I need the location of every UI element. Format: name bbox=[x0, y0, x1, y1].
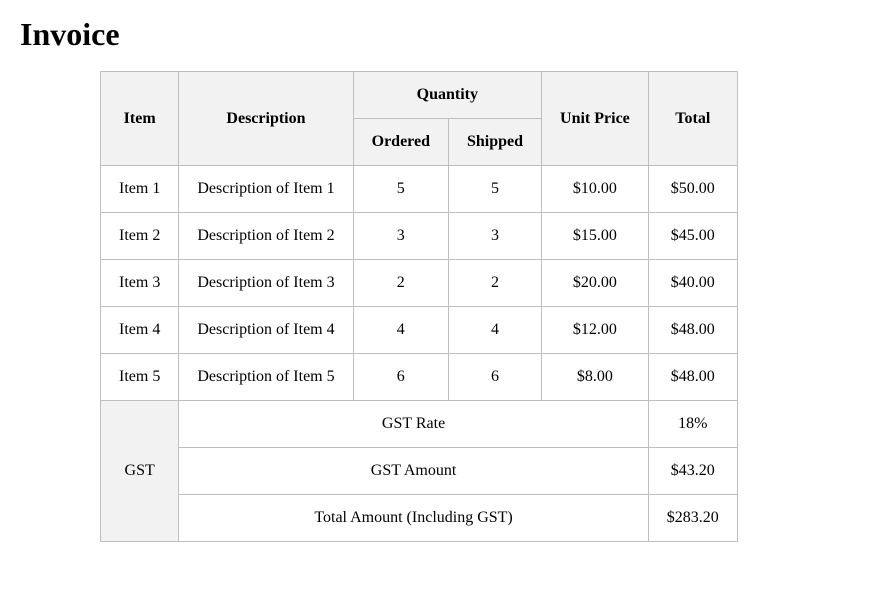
cell-unit-price: $10.00 bbox=[542, 166, 649, 213]
cell-unit-price: $15.00 bbox=[542, 213, 649, 260]
cell-shipped: 5 bbox=[448, 166, 541, 213]
table-row: Item 5 Description of Item 5 6 6 $8.00 $… bbox=[101, 354, 738, 401]
gst-rate-value: 18% bbox=[648, 401, 737, 448]
cell-ordered: 3 bbox=[353, 213, 448, 260]
cell-ordered: 5 bbox=[353, 166, 448, 213]
invoice-table-wrap: Item Description Quantity Unit Price Tot… bbox=[20, 71, 871, 542]
gst-amount-value: $43.20 bbox=[648, 448, 737, 495]
cell-ordered: 6 bbox=[353, 354, 448, 401]
cell-total: $50.00 bbox=[648, 166, 737, 213]
footer-row-gst-rate: GST GST Rate 18% bbox=[101, 401, 738, 448]
cell-unit-price: $12.00 bbox=[542, 307, 649, 354]
cell-shipped: 2 bbox=[448, 260, 541, 307]
cell-unit-price: $8.00 bbox=[542, 354, 649, 401]
table-row: Item 2 Description of Item 2 3 3 $15.00 … bbox=[101, 213, 738, 260]
cell-description: Description of Item 5 bbox=[179, 354, 353, 401]
table-row: Item 1 Description of Item 1 5 5 $10.00 … bbox=[101, 166, 738, 213]
cell-shipped: 3 bbox=[448, 213, 541, 260]
cell-item: Item 1 bbox=[101, 166, 179, 213]
cell-description: Description of Item 1 bbox=[179, 166, 353, 213]
cell-description: Description of Item 3 bbox=[179, 260, 353, 307]
cell-shipped: 6 bbox=[448, 354, 541, 401]
cell-item: Item 2 bbox=[101, 213, 179, 260]
gst-label: GST bbox=[101, 401, 179, 542]
cell-ordered: 2 bbox=[353, 260, 448, 307]
col-description: Description bbox=[179, 72, 353, 166]
cell-shipped: 4 bbox=[448, 307, 541, 354]
cell-item: Item 4 bbox=[101, 307, 179, 354]
col-shipped: Shipped bbox=[448, 119, 541, 166]
cell-total: $48.00 bbox=[648, 354, 737, 401]
invoice-table: Item Description Quantity Unit Price Tot… bbox=[100, 71, 738, 542]
cell-description: Description of Item 2 bbox=[179, 213, 353, 260]
cell-unit-price: $20.00 bbox=[542, 260, 649, 307]
header-row-1: Item Description Quantity Unit Price Tot… bbox=[101, 72, 738, 119]
footer-row-total-amount: Total Amount (Including GST) $283.20 bbox=[101, 495, 738, 542]
col-total: Total bbox=[648, 72, 737, 166]
col-ordered: Ordered bbox=[353, 119, 448, 166]
gst-rate-label: GST Rate bbox=[179, 401, 648, 448]
footer-row-gst-amount: GST Amount $43.20 bbox=[101, 448, 738, 495]
table-row: Item 4 Description of Item 4 4 4 $12.00 … bbox=[101, 307, 738, 354]
page-title: Invoice bbox=[20, 16, 871, 53]
cell-item: Item 5 bbox=[101, 354, 179, 401]
cell-total: $45.00 bbox=[648, 213, 737, 260]
cell-total: $48.00 bbox=[648, 307, 737, 354]
total-amount-value: $283.20 bbox=[648, 495, 737, 542]
gst-amount-label: GST Amount bbox=[179, 448, 648, 495]
cell-item: Item 3 bbox=[101, 260, 179, 307]
cell-total: $40.00 bbox=[648, 260, 737, 307]
table-row: Item 3 Description of Item 3 2 2 $20.00 … bbox=[101, 260, 738, 307]
col-unit-price: Unit Price bbox=[542, 72, 649, 166]
cell-ordered: 4 bbox=[353, 307, 448, 354]
total-amount-label: Total Amount (Including GST) bbox=[179, 495, 648, 542]
col-quantity: Quantity bbox=[353, 72, 541, 119]
col-item: Item bbox=[101, 72, 179, 166]
cell-description: Description of Item 4 bbox=[179, 307, 353, 354]
